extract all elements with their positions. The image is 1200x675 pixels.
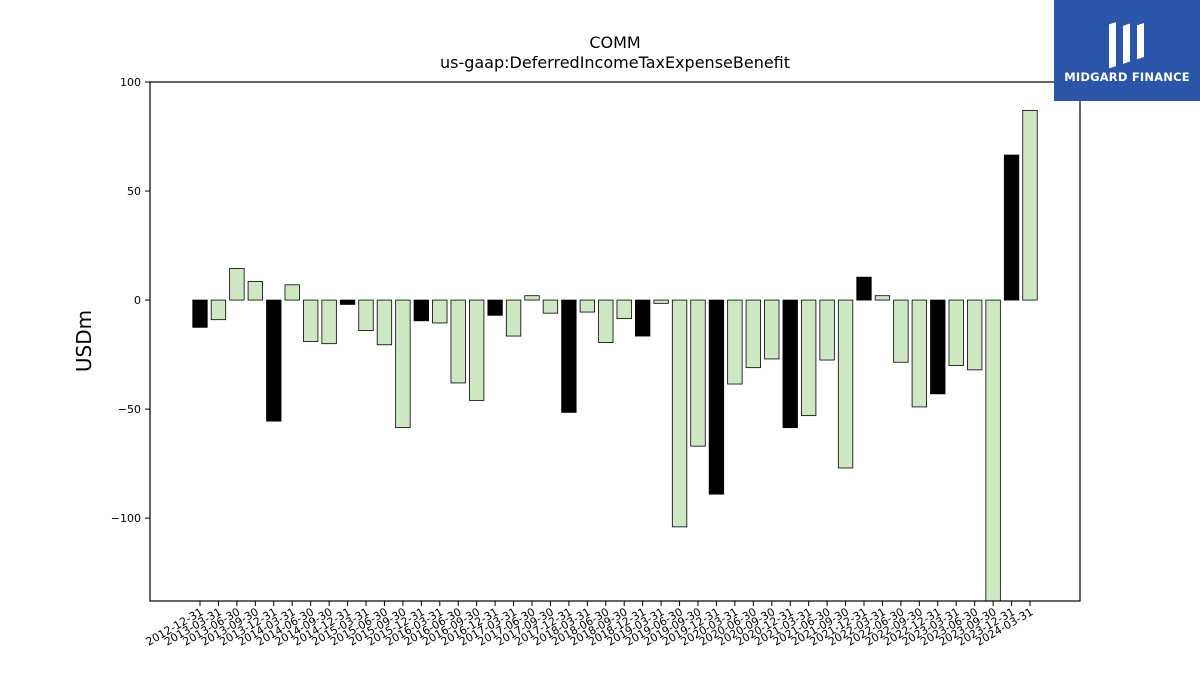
chart-title: COMM — [589, 33, 640, 52]
bar-2016-09-30 — [469, 299, 485, 401]
bar-2020-03-31 — [727, 299, 743, 385]
brand-logo: MIDGARD FINANCE — [1054, 0, 1200, 101]
bar-2021-12-31 — [856, 276, 872, 301]
bar-2023-12-31 — [1003, 154, 1020, 301]
y-tick-label: −50 — [118, 403, 141, 416]
bar-2020-12-31 — [782, 299, 798, 429]
y-tick-label: 50 — [127, 185, 141, 198]
bar-2016-06-30 — [450, 299, 466, 384]
bar-2022-12-31 — [930, 299, 946, 395]
bar-2017-12-31 — [561, 299, 577, 413]
bar-2017-06-30 — [524, 295, 540, 301]
bar-2022-06-30 — [893, 299, 909, 363]
bar-2021-09-30 — [837, 299, 854, 469]
bar-2023-03-31 — [948, 299, 964, 366]
y-axis-label: USDm — [72, 310, 96, 372]
bar-2018-09-30 — [616, 299, 632, 320]
bar-2018-03-31 — [579, 299, 595, 313]
bar-2013-03-31 — [210, 299, 227, 321]
bar-2016-12-31 — [487, 299, 503, 316]
bar-2020-06-30 — [745, 299, 761, 369]
bar-2012-12-31 — [192, 299, 208, 328]
bar-2013-12-31 — [266, 299, 282, 422]
bar-2013-06-30 — [229, 268, 245, 301]
bar-2015-06-30 — [376, 299, 393, 346]
logo-mark-icon — [1109, 22, 1144, 69]
bar-2015-03-31 — [358, 299, 374, 331]
bar-2015-12-31 — [413, 299, 429, 322]
bar-2023-09-30 — [985, 299, 1001, 602]
bar-2015-09-30 — [395, 299, 411, 429]
bar-2017-09-30 — [542, 299, 559, 314]
bar-2017-03-31 — [505, 299, 522, 337]
bar-2013-09-30 — [247, 281, 263, 301]
bar-2014-03-31 — [284, 284, 300, 301]
bar-2021-06-30 — [819, 299, 835, 361]
y-ticks: 100 50 0 −50 −100 — [111, 76, 150, 525]
chart-subtitle: us-gaap:DeferredIncomeTaxExpenseBenefit — [440, 53, 790, 72]
bar-2014-06-30 — [303, 299, 319, 342]
y-tick-label: −100 — [111, 512, 141, 525]
bar-2024-03-31 — [1022, 109, 1038, 301]
bar-2018-06-30 — [598, 299, 614, 343]
y-tick-label: 100 — [120, 76, 141, 89]
bar-2018-12-31 — [635, 299, 651, 337]
bar-2014-09-30 — [321, 299, 337, 345]
bar-2020-09-30 — [764, 299, 780, 360]
bar-2022-09-30 — [911, 299, 927, 408]
bar-2019-03-31 — [653, 299, 669, 304]
bar-2019-12-31 — [708, 299, 725, 495]
bar-2019-09-30 — [690, 299, 706, 447]
bar-2021-03-31 — [801, 299, 817, 417]
y-tick-label: 0 — [134, 294, 141, 307]
bar-2016-03-31 — [432, 299, 448, 324]
bars — [192, 109, 1038, 602]
logo-text: MIDGARD FINANCE — [1064, 70, 1190, 84]
plot-frame — [149, 81, 1081, 602]
bar-2014-12-31 — [339, 299, 356, 305]
bar-2019-06-30 — [671, 299, 688, 528]
bar-2023-06-30 — [967, 299, 983, 371]
bar-2022-03-31 — [874, 295, 891, 301]
x-ticks: 2012-12-312013-03-312013-06-302013-09-30… — [144, 601, 1036, 649]
